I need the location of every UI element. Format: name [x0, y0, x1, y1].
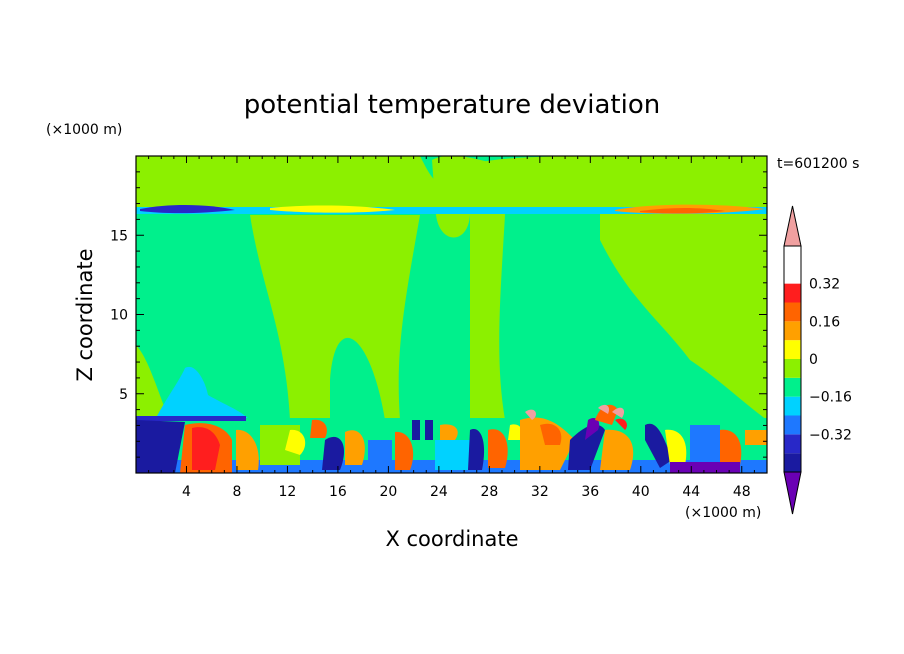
- colorbar-under-arrow: [783, 471, 802, 515]
- colorbar-bin: [784, 377, 801, 397]
- colorbar-bin: [784, 321, 801, 341]
- colorbar-over-arrow: [783, 205, 802, 247]
- colorbar-bin: [784, 453, 801, 472]
- colorbar-bin: [784, 359, 801, 378]
- colorbar-bin: [784, 396, 801, 416]
- y-ticks: 5 10 15: [110, 171, 767, 458]
- colorbar-bin: [784, 283, 801, 303]
- x-tick-label: 48: [733, 484, 751, 500]
- time-label: t=601200 s: [777, 156, 859, 172]
- colorbar-bin: [784, 302, 801, 322]
- x-tick-label: 40: [632, 484, 650, 500]
- x-tick-label: 28: [480, 484, 498, 500]
- y-unit-label: (×1000 m): [46, 122, 122, 138]
- colorbar-label: 0: [809, 352, 818, 368]
- tropopause-hot-right: [640, 208, 725, 214]
- boundary-layer-cells: [136, 404, 767, 473]
- x-tick-label: 36: [581, 484, 599, 500]
- colorbar: 0.32 0.16 0 −0.16 −0.32: [783, 205, 852, 515]
- colorbar-label: 0.32: [809, 277, 840, 293]
- field-region-positive-plume-right: [470, 215, 505, 420]
- colorbar-label: 0.16: [809, 314, 840, 330]
- x-ticks: 4 8 12 16 20 24 28 32 36 40 44 48: [148, 156, 755, 500]
- chart-title: potential temperature deviation: [244, 90, 660, 120]
- plot-area: [136, 156, 767, 473]
- x-tick-label: 20: [379, 484, 397, 500]
- x-tick-label: 32: [531, 484, 549, 500]
- x-tick-label: 12: [279, 484, 297, 500]
- colorbar-bin: [784, 415, 801, 435]
- colorbar-label: −0.32: [809, 427, 852, 443]
- y-tick-label: 5: [119, 387, 128, 403]
- x-tick-label: 16: [329, 484, 347, 500]
- tropopause-cold-left: [140, 204, 235, 214]
- x-unit-label: (×1000 m): [685, 505, 761, 521]
- field-region-positive-tower: [432, 156, 505, 238]
- tropopause-warm-mid: [270, 205, 395, 213]
- x-tick-label: 8: [232, 484, 241, 500]
- y-axis-label: Z coordinate: [73, 248, 97, 381]
- boundary-layer-top-cold: [136, 416, 246, 421]
- x-axis-label: X coordinate: [385, 527, 518, 551]
- tropopause-band: [136, 207, 767, 214]
- field-region-positive-right: [600, 156, 767, 420]
- colorbar-bin: [784, 434, 801, 454]
- colorbar-bin: [784, 340, 801, 359]
- colorbar-frame: [783, 245, 802, 473]
- field-region-cold-plume: [155, 366, 250, 420]
- y-tick-label: 15: [110, 228, 128, 244]
- x-tick-label: 24: [430, 484, 448, 500]
- x-tick-label: 44: [682, 484, 700, 500]
- x-tick-label: 4: [182, 484, 191, 500]
- colorbar-label: −0.16: [809, 390, 852, 406]
- field-region-positive-plume-left: [250, 215, 420, 420]
- y-tick-label: 10: [110, 308, 128, 324]
